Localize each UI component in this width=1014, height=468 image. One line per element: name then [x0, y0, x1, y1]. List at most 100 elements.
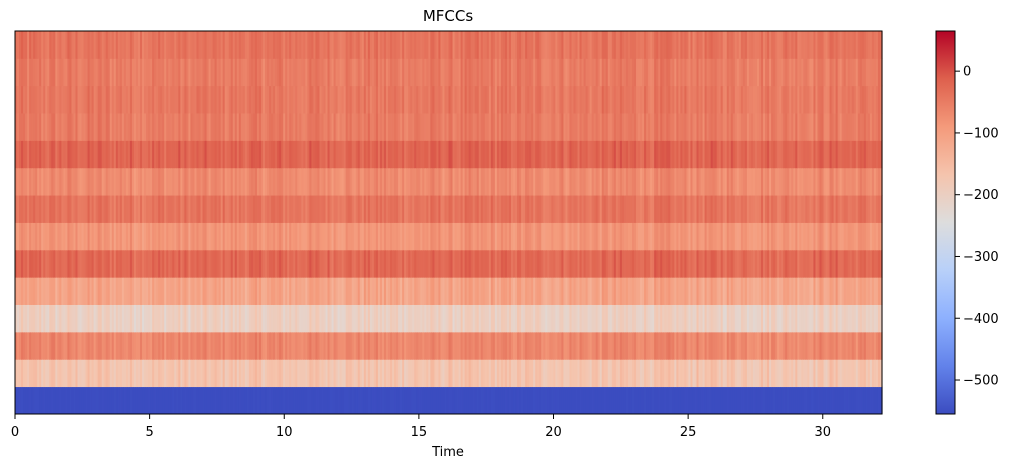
heatmap-cell [700, 222, 704, 251]
heatmap-cell [396, 140, 399, 169]
heatmap-cell [265, 222, 268, 251]
heatmap-cell [660, 304, 663, 333]
heatmap-cell [557, 304, 560, 333]
heatmap-cell [345, 277, 349, 305]
heatmap-cell [113, 222, 117, 251]
heatmap-cell [426, 167, 429, 196]
heatmap-cell [674, 249, 677, 278]
heatmap-cell [212, 386, 216, 415]
heatmap-cell [101, 167, 105, 196]
heatmap-cell [504, 222, 508, 251]
heatmap-cell [591, 359, 595, 388]
heatmap-cell [710, 140, 714, 169]
heatmap-cell [861, 386, 865, 415]
heatmap-cell [611, 167, 615, 196]
heatmap-cell [398, 140, 401, 169]
heatmap-cell [275, 85, 278, 114]
heatmap-cell [311, 386, 315, 415]
heatmap-cell [746, 331, 750, 360]
heatmap-cell [123, 277, 127, 305]
heatmap-cell [35, 359, 38, 388]
heatmap-cell [172, 249, 175, 278]
heatmap-cell [254, 222, 258, 251]
heatmap-cell [260, 195, 264, 223]
heatmap-cell [168, 140, 171, 169]
heatmap-cell [146, 331, 149, 360]
heatmap-cell [585, 331, 589, 360]
heatmap-cell [549, 195, 552, 223]
heatmap-cell [754, 195, 758, 223]
heatmap-cell [519, 304, 522, 333]
heatmap-cell [496, 331, 500, 360]
heatmap-cell [678, 277, 681, 305]
heatmap-cell [23, 140, 26, 169]
heatmap-cell [200, 113, 204, 141]
heatmap-cell [123, 331, 127, 360]
heatmap-cell [172, 359, 175, 388]
heatmap-cell [333, 140, 337, 169]
heatmap-cell [728, 277, 732, 305]
heatmap-cell [861, 249, 865, 278]
heatmap-cell [307, 222, 310, 251]
heatmap-cell [335, 331, 339, 360]
heatmap-cell [222, 113, 226, 141]
heatmap-cell [61, 304, 64, 333]
heatmap-cell [212, 195, 216, 223]
heatmap-cell [839, 222, 843, 251]
heatmap-cell [529, 304, 532, 333]
heatmap-cell [131, 249, 135, 278]
heatmap-cell [845, 386, 849, 415]
heatmap-cell [567, 304, 571, 333]
heatmap-cell [819, 140, 823, 169]
heatmap-cell [224, 113, 228, 141]
heatmap-cell [381, 249, 385, 278]
heatmap-cell [196, 167, 200, 196]
heatmap-cell [406, 140, 409, 169]
heatmap-cell [71, 304, 75, 333]
heatmap-cell [599, 331, 603, 360]
heatmap-cell [773, 277, 776, 305]
heatmap-cell [55, 167, 58, 196]
heatmap-cell [341, 331, 345, 360]
heatmap-cell [805, 249, 808, 278]
heatmap-cell [781, 167, 784, 196]
heatmap-cell [33, 140, 36, 169]
heatmap-cell [381, 113, 385, 141]
heatmap-cell [777, 167, 780, 196]
heatmap-cell [678, 359, 681, 388]
heatmap-cell [89, 167, 93, 196]
heatmap-cell [875, 359, 879, 388]
heatmap-cell [533, 195, 536, 223]
heatmap-cell [486, 113, 490, 141]
heatmap-cell [135, 277, 139, 305]
heatmap-cell [575, 277, 579, 305]
heatmap-cell [650, 222, 653, 251]
heatmap-cell [289, 85, 292, 114]
heatmap-cell [319, 249, 323, 278]
heatmap-cell [605, 113, 609, 141]
heatmap-cell [87, 195, 91, 223]
heatmap-cell [77, 113, 81, 141]
heatmap-cell [426, 113, 429, 141]
heatmap-cell [452, 304, 456, 333]
heatmap-cell [865, 386, 869, 415]
heatmap-cell [841, 386, 845, 415]
heatmap-cell [418, 113, 421, 141]
heatmap-cell [557, 222, 560, 251]
heatmap-cell [17, 195, 20, 223]
heatmap-cell [35, 304, 38, 333]
heatmap-cell [674, 195, 677, 223]
heatmap-cell [301, 140, 304, 169]
heatmap-cell [152, 304, 155, 333]
heatmap-cell [551, 277, 554, 305]
heatmap-cell [363, 222, 367, 251]
heatmap-cell [109, 331, 113, 360]
heatmap-cell [720, 331, 724, 360]
heatmap-cell [575, 359, 579, 388]
heatmap-cell [698, 113, 702, 141]
heatmap-cell [563, 249, 567, 278]
heatmap-cell [412, 304, 415, 333]
heatmap-cell [855, 140, 859, 169]
heatmap-cell [714, 386, 718, 415]
heatmap-cell [809, 167, 813, 196]
